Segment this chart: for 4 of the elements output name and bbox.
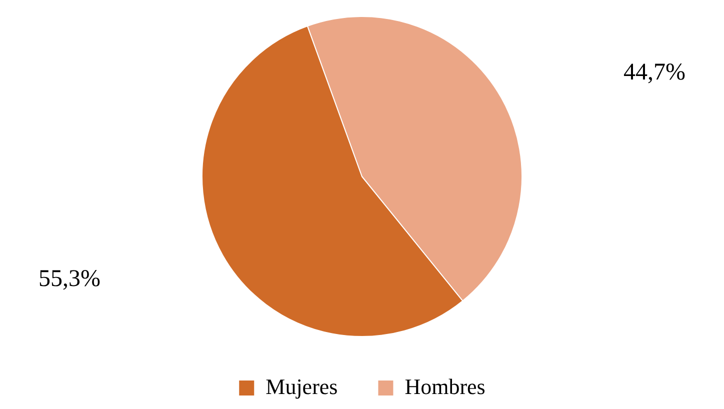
data-label: 44,7% bbox=[624, 60, 686, 86]
legend-label: Hombres bbox=[404, 374, 486, 399]
data-label: 55,3% bbox=[38, 266, 100, 292]
legend-label: Mujeres bbox=[266, 374, 338, 399]
